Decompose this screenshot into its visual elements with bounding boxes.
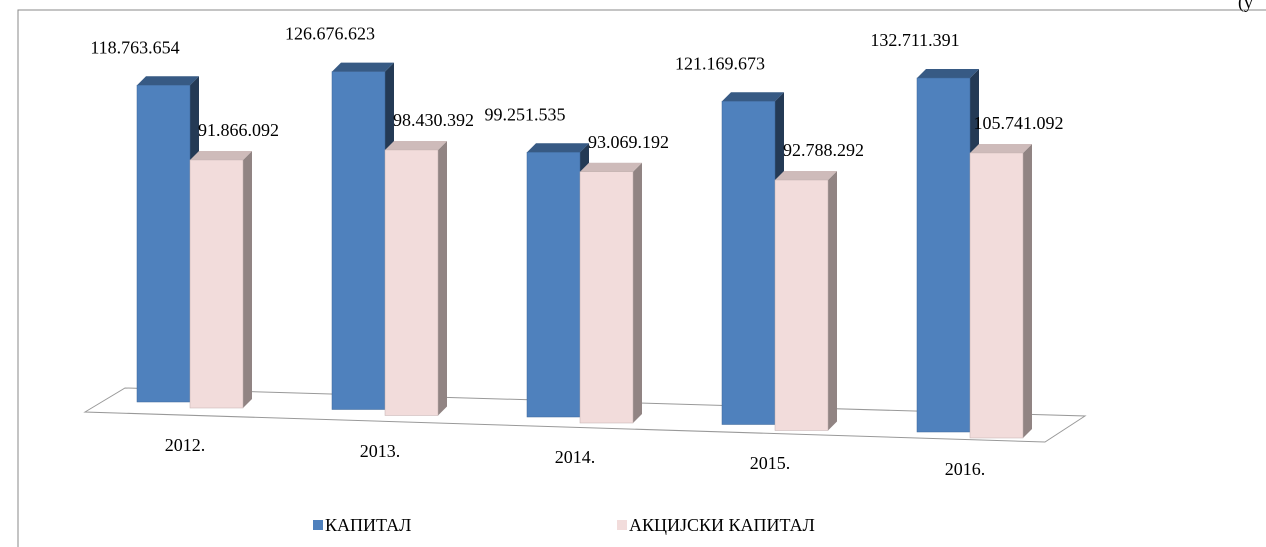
bar-top <box>970 143 1032 153</box>
legend-label: КАПИТАЛ <box>325 515 411 535</box>
x-tick-label: 2013. <box>360 441 401 461</box>
legend-swatch <box>313 520 323 530</box>
value-label: 105.741.092 <box>974 113 1064 133</box>
value-label: 118.763.654 <box>90 37 179 57</box>
legend-label: АКЦИЈСКИ КАПИТАЛ <box>629 515 815 535</box>
bar-top <box>775 170 837 180</box>
x-tick-label: 2016. <box>945 459 986 479</box>
bar <box>526 152 581 418</box>
value-label: 92.788.292 <box>783 140 864 160</box>
bar-top <box>722 92 784 102</box>
bar <box>916 77 971 433</box>
bar <box>189 159 244 409</box>
bar-top <box>137 76 199 86</box>
bar <box>136 84 191 403</box>
legend-swatch <box>617 520 627 530</box>
bar-side <box>438 140 447 416</box>
value-label: 99.251.535 <box>485 104 566 124</box>
x-tick-label: 2014. <box>555 447 596 467</box>
bar <box>331 71 386 410</box>
bar <box>774 179 829 431</box>
bar-top <box>332 62 394 72</box>
bar-side <box>243 150 252 408</box>
x-tick-label: 2012. <box>165 435 206 455</box>
bar-top <box>385 140 447 150</box>
bar-top <box>527 143 589 153</box>
bar-top <box>580 162 642 172</box>
value-label: 121.169.673 <box>675 53 765 73</box>
bar-side <box>633 162 642 423</box>
bar <box>384 149 439 416</box>
bar-side <box>828 170 837 431</box>
bar <box>579 171 634 424</box>
bar-side <box>1023 143 1032 439</box>
value-label: 93.069.192 <box>588 132 669 152</box>
annotation: (у <box>1238 0 1253 13</box>
value-label: 132.711.391 <box>870 30 959 50</box>
bar <box>969 152 1024 439</box>
x-tick-label: 2015. <box>750 453 791 473</box>
bar-top <box>190 150 252 160</box>
value-label: 91.866.092 <box>198 120 279 140</box>
bar-top <box>917 69 979 78</box>
bar <box>721 101 776 425</box>
value-label: 98.430.392 <box>393 110 474 130</box>
value-label: 126.676.623 <box>285 24 375 44</box>
